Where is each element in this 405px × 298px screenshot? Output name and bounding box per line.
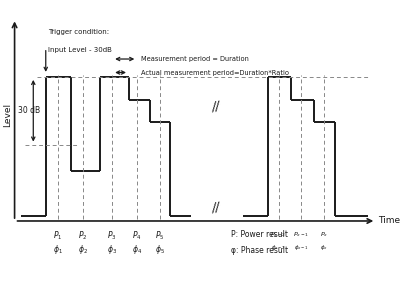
Text: $\phi_{x-1}$: $\phi_{x-1}$	[294, 243, 309, 252]
Text: $\phi_5$: $\phi_5$	[155, 243, 165, 257]
Text: $\phi_3$: $\phi_3$	[107, 243, 117, 257]
Text: Measurement period = Duration: Measurement period = Duration	[141, 56, 249, 62]
Text: $\phi_4$: $\phi_4$	[132, 243, 142, 257]
Text: //: //	[211, 200, 222, 214]
Text: φ: Phase result: φ: Phase result	[231, 246, 288, 255]
Text: Actual measurement period=Duration*Ratio: Actual measurement period=Duration*Ratio	[141, 69, 289, 75]
Text: 30 dB: 30 dB	[18, 106, 40, 115]
Text: Input Level - 30dB: Input Level - 30dB	[48, 47, 112, 53]
Text: $P_1$: $P_1$	[53, 230, 63, 243]
Text: Trigger condition:: Trigger condition:	[48, 29, 109, 35]
Text: P: Power result: P: Power result	[231, 230, 288, 239]
Text: $P_5$: $P_5$	[156, 230, 165, 243]
Text: $\phi_{x-2}$: $\phi_{x-2}$	[271, 243, 286, 252]
Text: $P_{x-1}$: $P_{x-1}$	[293, 230, 309, 239]
Text: $P_3$: $P_3$	[107, 230, 117, 243]
Text: $\phi_1$: $\phi_1$	[53, 243, 63, 257]
Text: Level: Level	[4, 103, 13, 127]
Text: $\phi_2$: $\phi_2$	[78, 243, 88, 257]
Text: Time: Time	[378, 216, 401, 226]
Text: $P_x$: $P_x$	[320, 230, 328, 239]
Text: $P_4$: $P_4$	[132, 230, 142, 243]
Text: $P_2$: $P_2$	[79, 230, 88, 243]
Text: $P_{x-2}$: $P_{x-2}$	[271, 230, 287, 239]
Text: $\phi_x$: $\phi_x$	[320, 243, 328, 252]
Text: //: //	[211, 99, 222, 113]
